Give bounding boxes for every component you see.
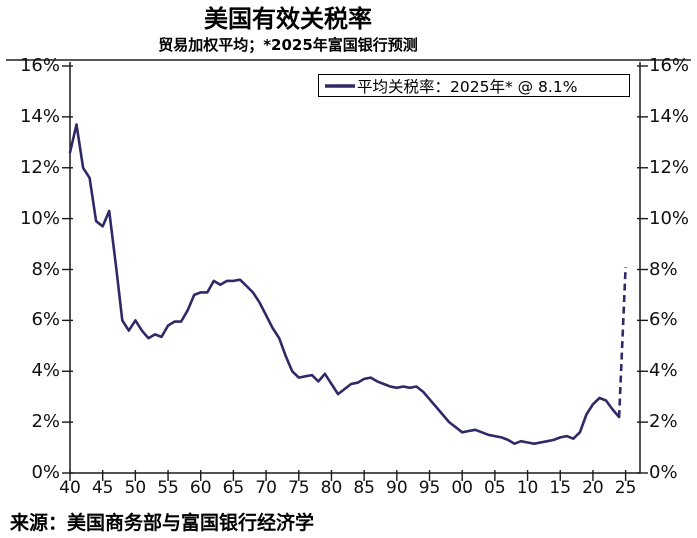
legend-label: 平均关税率：2025年* @ 8.1% xyxy=(357,77,578,96)
chart-subtitle: 贸易加权平均；*2025年富国银行预测 xyxy=(158,36,418,54)
chart-header: 美国有效关税率 贸易加权平均；*2025年富国银行预测 xyxy=(0,5,576,55)
legend-line-swatch xyxy=(325,83,355,88)
legend: 平均关税率：2025年* @ 8.1% xyxy=(318,74,630,97)
tariff-line-solid xyxy=(68,123,621,446)
tariff-forecast-line-dashed xyxy=(617,266,627,418)
source-note: 来源：美国商务部与富国银行经济学 xyxy=(10,512,315,534)
chart-title: 美国有效关税率 xyxy=(204,5,372,33)
